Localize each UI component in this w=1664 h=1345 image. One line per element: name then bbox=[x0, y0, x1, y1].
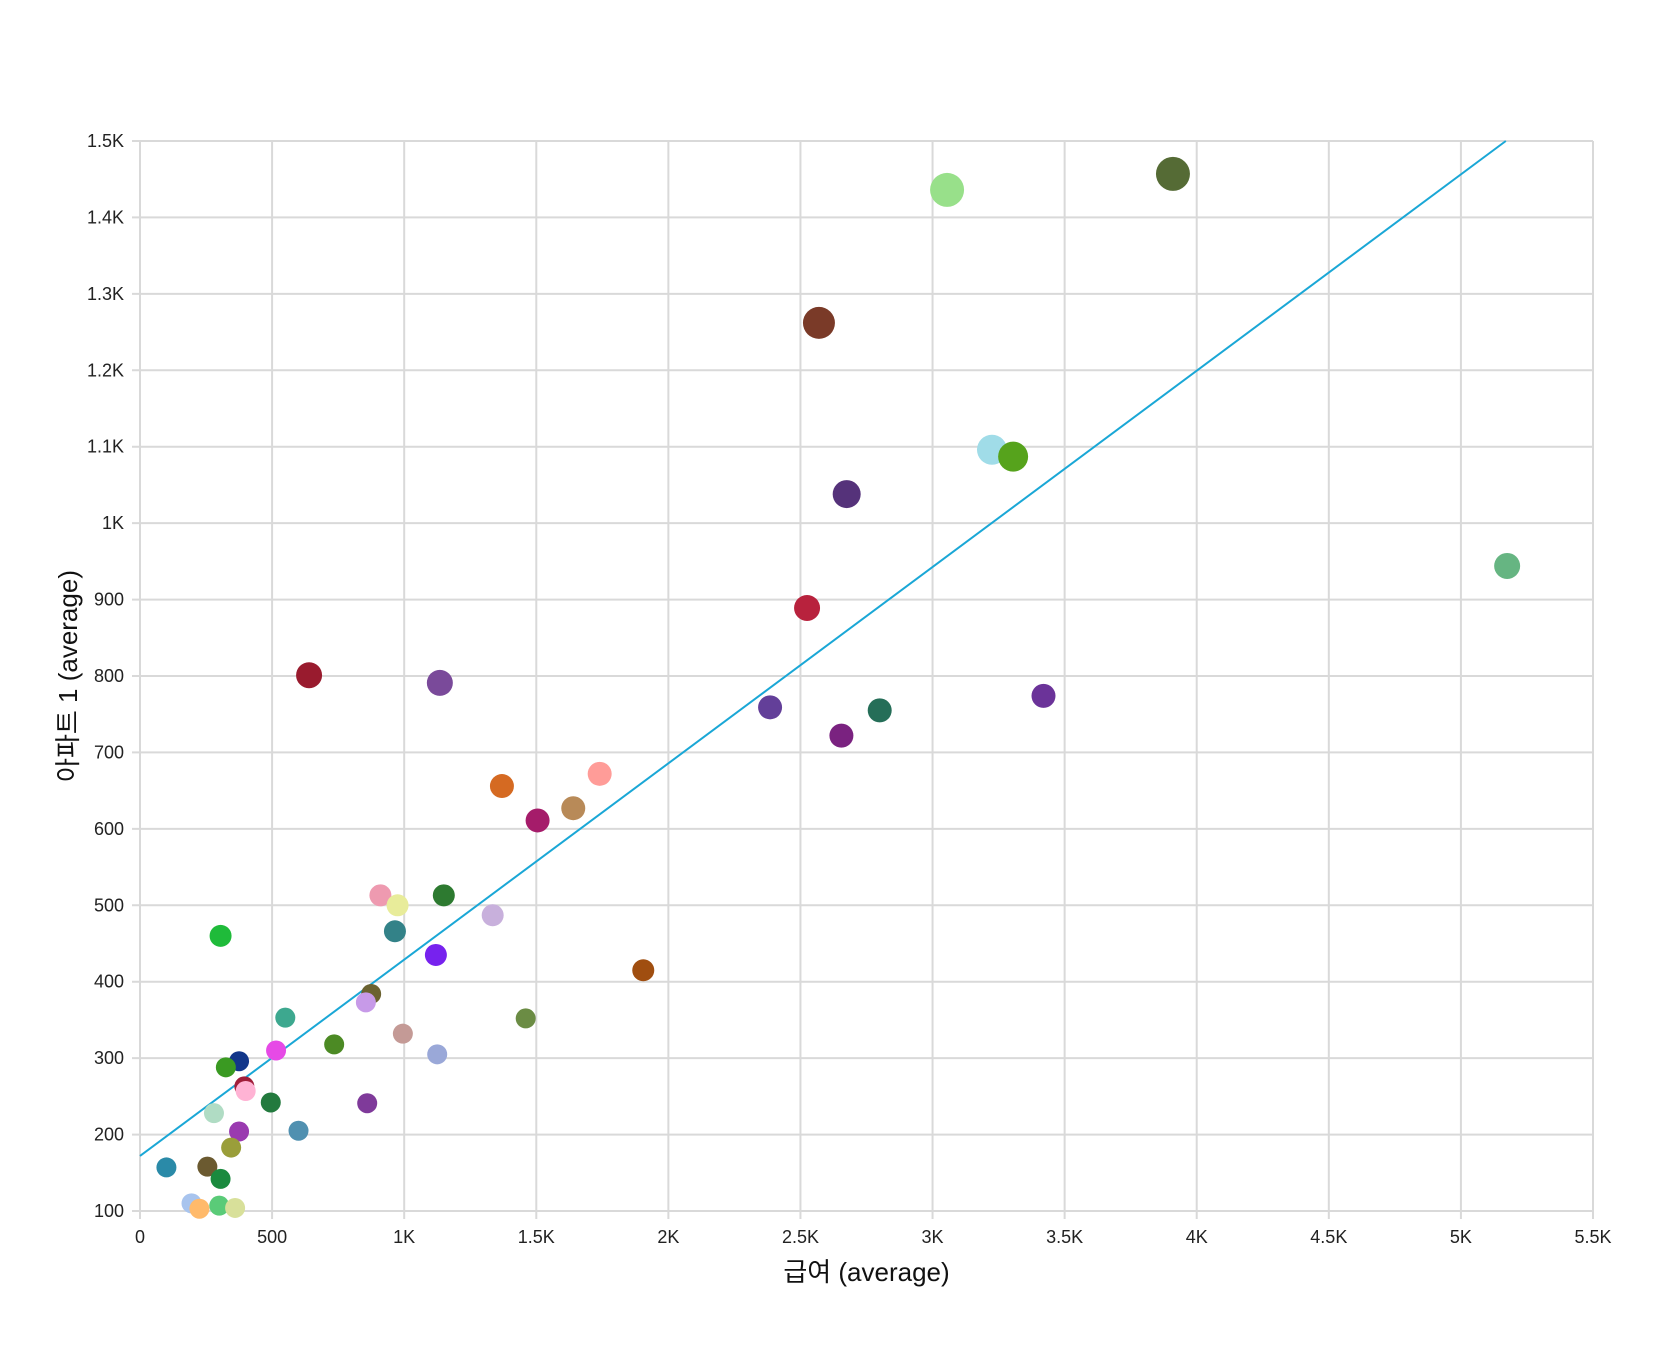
data-point[interactable] bbox=[296, 662, 323, 689]
y-tick-label: 1.1K bbox=[87, 437, 124, 457]
data-point[interactable] bbox=[210, 1168, 231, 1189]
data-point[interactable] bbox=[324, 1034, 345, 1055]
data-point[interactable] bbox=[1031, 683, 1056, 708]
data-point[interactable] bbox=[587, 761, 612, 786]
data-point[interactable] bbox=[432, 884, 455, 907]
data-point[interactable] bbox=[369, 884, 392, 907]
data-point[interactable] bbox=[426, 669, 453, 696]
data-point[interactable] bbox=[525, 808, 550, 833]
data-point[interactable] bbox=[802, 306, 835, 339]
data-point[interactable] bbox=[1494, 552, 1521, 579]
data-point[interactable] bbox=[203, 1103, 224, 1124]
data-point[interactable] bbox=[266, 1040, 287, 1061]
data-point[interactable] bbox=[209, 924, 232, 947]
data-points bbox=[156, 156, 1521, 1219]
x-tick-label: 3.5K bbox=[1046, 1227, 1083, 1247]
y-tick-label: 1.4K bbox=[87, 207, 124, 227]
x-tick-label: 1K bbox=[393, 1227, 415, 1247]
y-tick-label: 800 bbox=[94, 666, 124, 686]
x-tick-label: 0 bbox=[135, 1227, 145, 1247]
data-point[interactable] bbox=[288, 1120, 309, 1141]
y-tick-label: 200 bbox=[94, 1125, 124, 1145]
data-point[interactable] bbox=[229, 1121, 250, 1142]
data-point[interactable] bbox=[515, 1008, 536, 1029]
data-point[interactable] bbox=[758, 695, 783, 720]
data-point[interactable] bbox=[260, 1092, 281, 1113]
data-point[interactable] bbox=[197, 1156, 218, 1177]
data-point[interactable] bbox=[561, 796, 586, 821]
data-point[interactable] bbox=[357, 1093, 378, 1114]
data-point[interactable] bbox=[481, 904, 504, 927]
data-point[interactable] bbox=[392, 1023, 413, 1044]
x-tick-label: 5.5K bbox=[1574, 1227, 1611, 1247]
x-tick-label: 1.5K bbox=[518, 1227, 555, 1247]
x-tick-label: 2.5K bbox=[782, 1227, 819, 1247]
y-tick-label: 1.2K bbox=[87, 360, 124, 380]
data-point[interactable] bbox=[632, 959, 655, 982]
y-tick-label: 700 bbox=[94, 742, 124, 762]
data-point[interactable] bbox=[225, 1197, 246, 1218]
y-tick-labels: 100 200 300 400 500 600 700 800 900 1K 1.1K 1.2K 1.3… bbox=[87, 131, 124, 1221]
x-axis-title: 급여 (average) bbox=[783, 1257, 949, 1287]
data-point[interactable] bbox=[383, 920, 406, 943]
y-tick-label: 1.3K bbox=[87, 284, 124, 304]
y-tick-label: 400 bbox=[94, 972, 124, 992]
data-point[interactable] bbox=[275, 1007, 296, 1028]
data-point[interactable] bbox=[930, 172, 965, 207]
y-tick-label: 300 bbox=[94, 1048, 124, 1068]
x-tick-label: 4.5K bbox=[1310, 1227, 1347, 1247]
data-point[interactable] bbox=[794, 594, 821, 621]
y-tick-label: 900 bbox=[94, 590, 124, 610]
y-tick-label: 500 bbox=[94, 895, 124, 915]
y-axis-title: 아파트 1 (average) bbox=[53, 570, 83, 782]
x-tick-label: 2K bbox=[657, 1227, 679, 1247]
y-tick-label: 1K bbox=[102, 513, 124, 533]
data-point[interactable] bbox=[427, 1044, 448, 1065]
y-gridlines bbox=[132, 140, 1593, 1212]
data-point[interactable] bbox=[221, 1137, 242, 1158]
data-point[interactable] bbox=[235, 1081, 256, 1102]
data-point[interactable] bbox=[386, 894, 409, 917]
data-point[interactable] bbox=[189, 1198, 210, 1219]
x-tick-labels: 0 500 1K 1.5K 2K 2.5K 3K 3.5K 4K 4.5K 5K 5.5K bbox=[135, 1227, 1612, 1247]
data-point[interactable] bbox=[209, 1195, 230, 1216]
y-tick-label: 100 bbox=[94, 1201, 124, 1221]
y-tick-label: 1.5K bbox=[87, 131, 124, 151]
x-tick-label: 500 bbox=[257, 1227, 287, 1247]
data-point[interactable] bbox=[832, 480, 861, 509]
x-tick-label: 5K bbox=[1450, 1227, 1472, 1247]
data-point[interactable] bbox=[829, 723, 854, 748]
x-gridlines bbox=[139, 141, 1594, 1219]
data-point[interactable] bbox=[867, 698, 892, 723]
y-tick-label: 600 bbox=[94, 819, 124, 839]
data-point[interactable] bbox=[355, 992, 376, 1013]
data-point[interactable] bbox=[215, 1057, 236, 1078]
data-point[interactable] bbox=[156, 1157, 177, 1178]
data-point[interactable] bbox=[424, 943, 447, 966]
x-tick-label: 3K bbox=[922, 1227, 944, 1247]
data-point[interactable] bbox=[489, 774, 514, 799]
x-tick-label: 4K bbox=[1186, 1227, 1208, 1247]
data-point[interactable] bbox=[998, 441, 1029, 472]
data-point[interactable] bbox=[1155, 156, 1190, 191]
